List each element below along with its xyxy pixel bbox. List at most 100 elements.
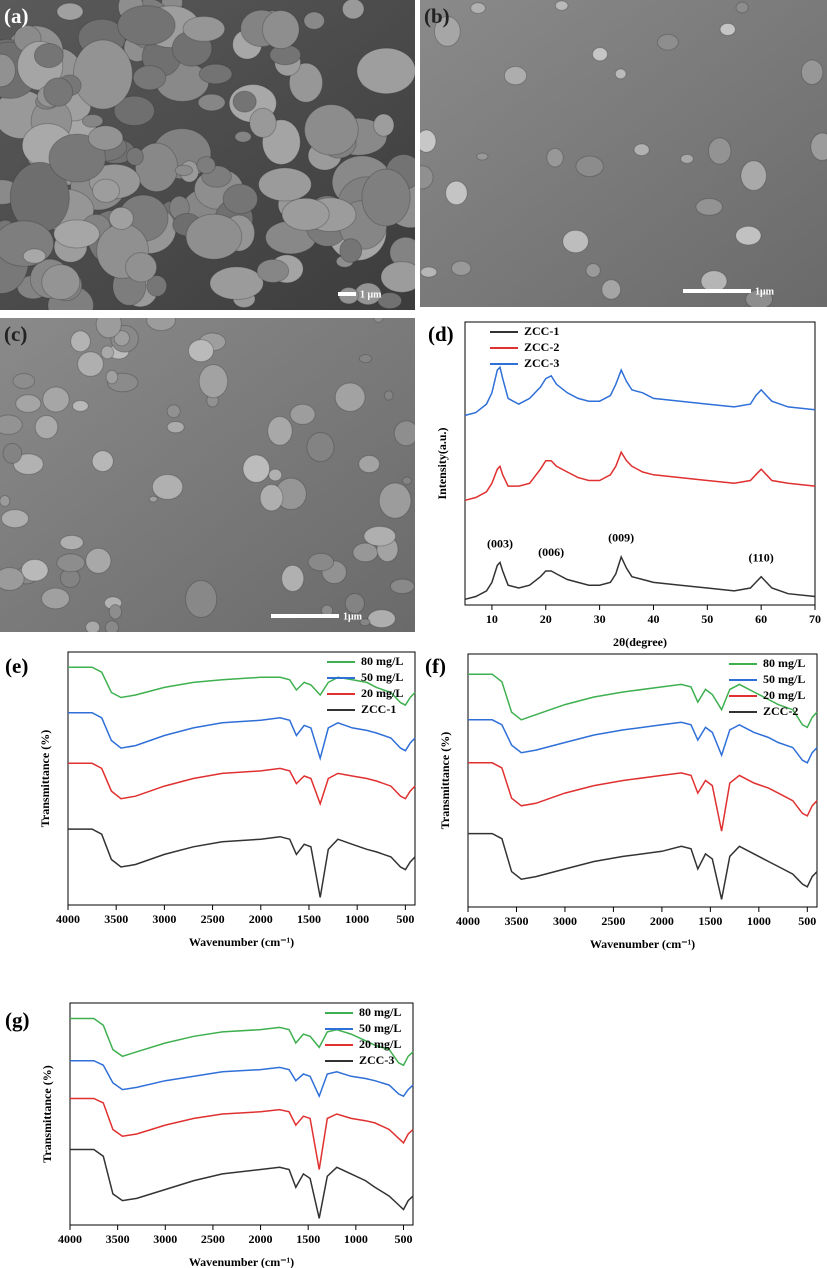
particle: [546, 147, 564, 168]
particle: [373, 318, 384, 323]
particle: [104, 620, 120, 632]
particle: [476, 152, 489, 161]
particle: [33, 42, 64, 69]
particle: [56, 2, 84, 21]
particle: [800, 59, 824, 85]
legend-label: 20 mg/L: [359, 1037, 401, 1051]
particle: [367, 609, 396, 629]
particle: [234, 130, 252, 143]
legend-label: 80 mg/L: [763, 656, 805, 670]
x-tick-label: 3000: [153, 1232, 177, 1246]
x-tick-label: 1500: [698, 914, 722, 928]
particle: [383, 390, 394, 401]
particle: [42, 386, 70, 413]
particle: [303, 11, 325, 30]
particle: [48, 133, 107, 183]
particle: [451, 260, 472, 276]
series-line: [464, 450, 816, 502]
legend-label: 20 mg/L: [763, 688, 805, 702]
x-tick-label: 3500: [504, 914, 528, 928]
x-tick-label: 500: [394, 1232, 412, 1246]
particle: [344, 592, 365, 615]
particle: [352, 542, 379, 563]
particle: [267, 415, 293, 446]
particle: [59, 534, 84, 551]
particle: [43, 77, 74, 107]
scale-bar: [683, 289, 751, 293]
panel-label: (e): [5, 654, 28, 678]
x-tick-label: 1000: [344, 1232, 368, 1246]
sem-image: [0, 318, 415, 632]
particle: [281, 197, 330, 231]
particle: [77, 351, 104, 377]
series-line: [464, 554, 816, 601]
particle: [341, 0, 365, 20]
particle: [261, 9, 300, 50]
particle: [72, 39, 133, 110]
particle: [470, 2, 486, 14]
series-line: [68, 828, 416, 898]
y-axis-label: Intensity(a.u.): [435, 427, 449, 499]
plot-frame: [464, 321, 816, 606]
series-line: [70, 1097, 414, 1170]
series-line: [68, 666, 416, 707]
x-tick-label: 500: [798, 914, 816, 928]
particle: [361, 168, 411, 227]
panel-label: (a): [4, 4, 29, 28]
particle: [41, 587, 70, 610]
particle: [575, 155, 604, 178]
particle: [358, 454, 381, 474]
particle: [268, 468, 283, 482]
y-axis-label: Transmittance (%): [38, 730, 52, 827]
legend-label: ZCC-3: [359, 1053, 394, 1067]
particle: [445, 180, 468, 206]
particle: [182, 15, 226, 42]
particle: [70, 330, 91, 353]
particle: [393, 420, 415, 447]
particle: [334, 382, 366, 412]
particle: [108, 206, 134, 230]
x-tick-label: 50: [701, 612, 713, 626]
particle: [148, 495, 158, 503]
particle: [420, 129, 437, 153]
particle: [389, 578, 415, 595]
particle: [166, 404, 181, 419]
plot-frame: [67, 651, 416, 906]
particle: [151, 473, 184, 500]
series-line: [70, 1148, 414, 1219]
particle: [0, 414, 23, 435]
x-tick-label: 60: [755, 612, 767, 626]
x-axis-label: Wavenumber (cm⁻¹): [189, 935, 294, 949]
peak-annotation: (009): [608, 531, 634, 545]
particle: [198, 364, 229, 399]
particle: [13, 453, 44, 475]
particle: [304, 104, 359, 156]
x-tick-label: 30: [594, 612, 606, 626]
particle: [307, 552, 335, 572]
particle: [373, 113, 395, 137]
particle: [708, 137, 732, 165]
particle: [420, 266, 438, 278]
particle: [174, 164, 194, 177]
x-tick-label: 20: [540, 612, 552, 626]
particle: [401, 476, 412, 485]
particle: [614, 68, 627, 80]
panel-label: (f): [425, 654, 446, 678]
particle: [146, 318, 176, 332]
legend-label: 80 mg/L: [359, 1005, 401, 1019]
particle: [680, 153, 694, 164]
sem-image: [0, 0, 415, 310]
x-tick-label: 40: [647, 612, 659, 626]
peak-annotation: (110): [748, 550, 773, 564]
particle: [166, 420, 185, 434]
series-line: [464, 365, 816, 417]
particle: [810, 132, 827, 161]
scale-bar-label: 1 μm: [360, 289, 382, 300]
panel-label: (d): [428, 322, 454, 346]
particle: [209, 266, 264, 301]
series-line: [468, 832, 818, 900]
particle: [503, 65, 528, 86]
particle: [242, 454, 271, 483]
peak-annotation: (006): [538, 545, 564, 559]
